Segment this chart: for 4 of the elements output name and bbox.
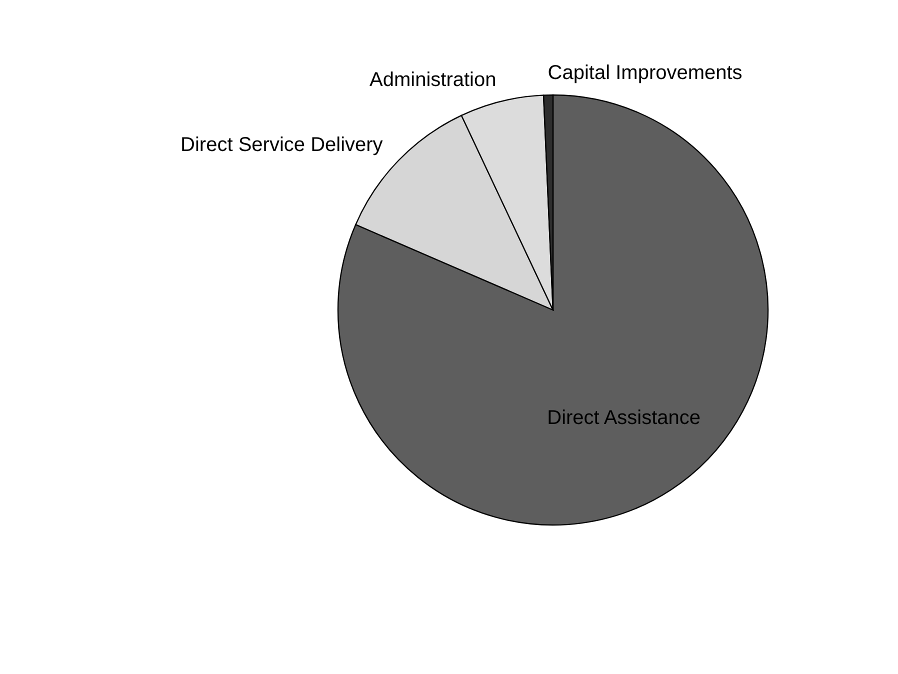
- slice-label: Direct Assistance: [547, 406, 701, 429]
- slice-label: Direct Service Delivery: [180, 134, 383, 156]
- slice-label: Capital Improvements: [548, 62, 742, 84]
- slice-label: Administration: [370, 68, 496, 91]
